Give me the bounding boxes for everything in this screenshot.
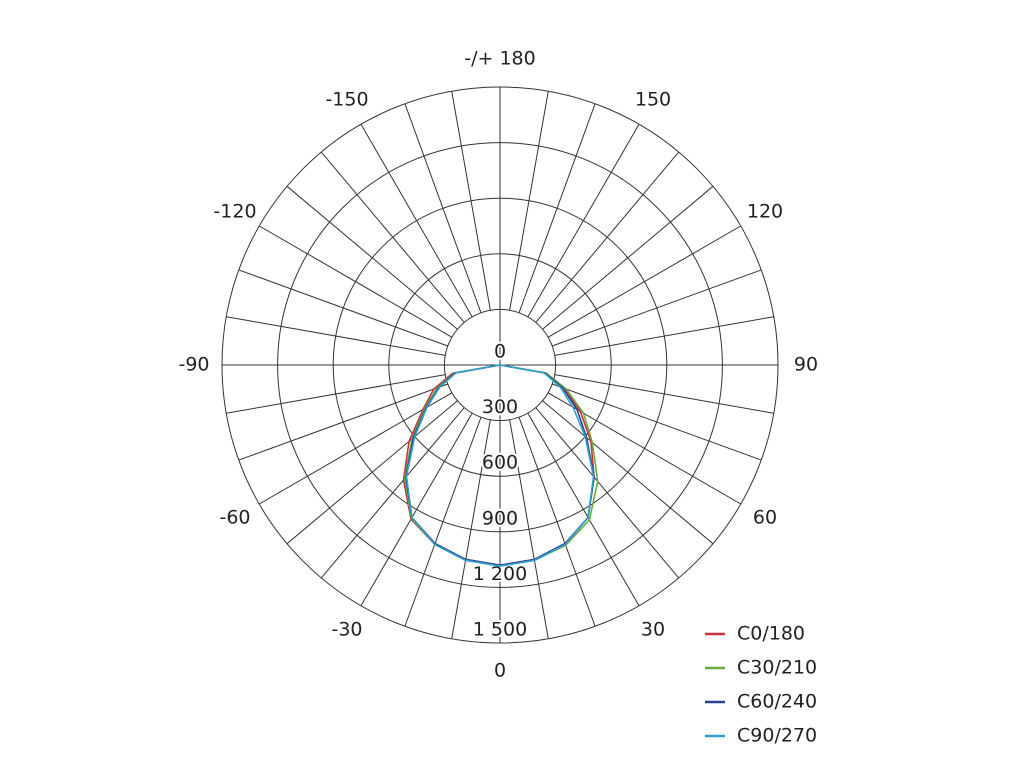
angle-tick-label: 60 xyxy=(753,507,777,529)
angle-tick-label: -60 xyxy=(219,507,250,529)
grid-spoke xyxy=(286,400,458,545)
angle-tick-label: 0 xyxy=(494,660,506,682)
grid-spoke xyxy=(527,123,640,318)
grid-spoke xyxy=(286,185,458,330)
grid-spoke xyxy=(509,419,549,639)
grid-spoke xyxy=(451,419,491,639)
radial-tick-label: 600 xyxy=(482,452,518,474)
angle-tick-label: -90 xyxy=(178,354,209,376)
grid-spoke xyxy=(258,225,453,338)
grid-spoke xyxy=(404,417,482,627)
legend-label: C30/210 xyxy=(737,657,817,679)
grid-spoke xyxy=(552,269,762,347)
grid-spoke xyxy=(360,123,473,318)
grid-spoke xyxy=(554,374,774,414)
radial-tick-label: 0 xyxy=(494,341,506,363)
grid-spoke xyxy=(360,412,473,607)
grid-spoke xyxy=(509,91,549,311)
angle-tick-label: 90 xyxy=(794,354,818,376)
grid-spoke xyxy=(518,103,596,313)
grid-spoke xyxy=(518,417,596,627)
angle-tick-label: 150 xyxy=(635,88,671,110)
grid-spoke xyxy=(226,316,446,356)
grid-spoke xyxy=(320,407,465,579)
angle-tick-label: -120 xyxy=(213,201,256,223)
grid-spoke xyxy=(226,374,446,414)
grid-spoke xyxy=(542,185,714,330)
grid-spoke xyxy=(320,151,465,323)
grid-spoke xyxy=(547,225,742,338)
grid-spoke xyxy=(552,383,762,461)
angle-tick-label: -/+ 180 xyxy=(464,48,535,70)
angle-tick-label: -150 xyxy=(325,88,368,110)
grid-spoke xyxy=(535,407,680,579)
grid-spoke xyxy=(451,91,491,311)
angle-tick-label: -30 xyxy=(331,619,362,641)
legend-label: C0/180 xyxy=(737,623,805,645)
legend-label: C60/240 xyxy=(737,691,817,713)
radial-tick-label: 300 xyxy=(482,396,518,418)
grid-spoke xyxy=(535,151,680,323)
radial-tick-label: 1 500 xyxy=(473,619,527,641)
grid-spoke xyxy=(542,400,714,545)
grid-spoke xyxy=(258,392,453,505)
grid-spoke xyxy=(527,412,640,607)
grid-spoke xyxy=(238,383,448,461)
grid-spoke xyxy=(404,103,482,313)
series-line xyxy=(405,364,595,567)
grid-spoke xyxy=(554,316,774,356)
radial-tick-label: 900 xyxy=(482,507,518,529)
angle-tick-label: 30 xyxy=(641,619,665,641)
angle-tick-label: 120 xyxy=(747,201,783,223)
grid-spoke xyxy=(238,269,448,347)
legend-label: C90/270 xyxy=(737,725,817,747)
